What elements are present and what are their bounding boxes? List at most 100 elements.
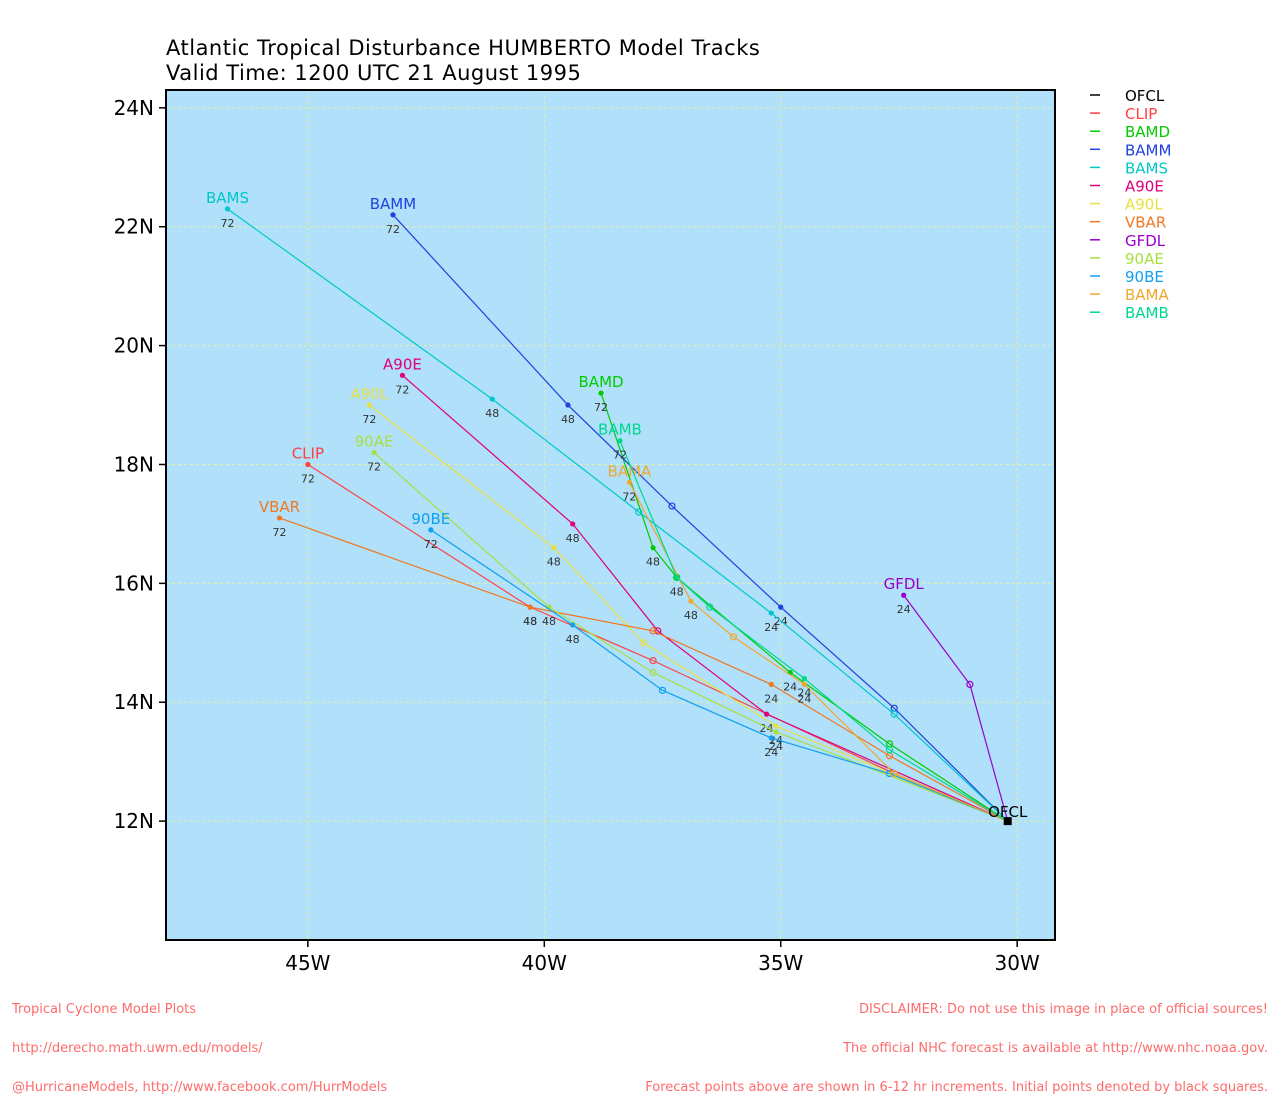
legend-entry-gfdl: GFDL: [1125, 232, 1166, 250]
y-tick-label: 14N: [114, 690, 154, 714]
legend-entry-clip: CLIP: [1125, 105, 1157, 123]
legend-entry-bamd: BAMD: [1125, 123, 1170, 141]
y-tick-label: 18N: [114, 452, 154, 476]
track-end-label: BAMB: [598, 421, 642, 439]
track-point: [570, 622, 576, 628]
track-point: [305, 461, 311, 468]
y-tick-label: 20N: [114, 334, 154, 358]
track-90be: 24 48 72 90BE: [411, 510, 1008, 822]
y-tick-label: 24N: [114, 96, 154, 120]
plot-frame: [165, 89, 1056, 941]
disclaimer-line-2: The official NHC forecast is available a…: [843, 1041, 1268, 1056]
initial-point-square: [1003, 817, 1012, 826]
track-point: [598, 390, 604, 396]
forecast-hour-label: 72: [622, 490, 636, 503]
forecast-hour-label: 48: [547, 556, 561, 569]
forecast-hour-label: 24: [764, 692, 778, 705]
track-point: [763, 711, 770, 717]
track-line: [619, 440, 1009, 822]
track-point: [674, 574, 680, 581]
track-line: [430, 529, 1008, 822]
forecast-hour-label: 24: [764, 746, 778, 759]
forecast-hour-label: 24: [797, 692, 811, 705]
track-point: [224, 206, 231, 212]
track-end-label: GFDL: [884, 575, 925, 593]
track-point: [768, 610, 774, 616]
track-end-label: A90E: [383, 355, 422, 373]
track-point: [768, 735, 774, 741]
track-point: [801, 681, 807, 688]
track-point: [773, 723, 779, 729]
track-end-label: BAMM: [370, 195, 416, 213]
track-point: [654, 627, 662, 635]
legend-entry-ofcl: OFCL: [1125, 87, 1165, 105]
track-point: [366, 402, 372, 408]
forecast-hour-label: 72: [362, 413, 376, 426]
track-point: [399, 372, 406, 378]
forecast-hour-label: 48: [670, 585, 684, 598]
track-end-label: 90AE: [355, 433, 394, 451]
forecast-hour-label: 24: [797, 686, 811, 699]
x-tick-label: 35W: [758, 951, 803, 975]
track-point: [778, 604, 784, 610]
forecast-hour-label: 72: [386, 223, 400, 236]
forecast-hour-label: 48: [566, 633, 580, 646]
track-point: [527, 604, 533, 610]
chart-title: Atlantic Tropical Disturbance HUMBERTO M…: [166, 36, 761, 60]
chart-subtitle: Valid Time: 1200 UTC 21 August 1995: [166, 61, 582, 85]
track-line: [279, 517, 1009, 822]
x-tick-label: 30W: [995, 951, 1040, 975]
legend-entry-bams: BAMS: [1125, 159, 1168, 177]
track-point: [551, 545, 557, 551]
x-tick-label: 45W: [285, 951, 330, 975]
footer-left-line-2[interactable]: http://derecho.math.uwm.edu/models/: [12, 1041, 263, 1056]
track-line: [368, 404, 1008, 822]
legend-entry-a90e: A90E: [1125, 178, 1164, 196]
track-gfdl: 24 GFDL: [884, 575, 1009, 822]
track-bams: 24 48 72 BAMS: [206, 189, 1009, 822]
track-point: [428, 527, 434, 533]
track-point: [626, 479, 633, 485]
legend-entry-bama: BAMA: [1125, 286, 1169, 304]
track-bamb: 24 48 72 BAMB: [598, 421, 1009, 822]
track-end-label: BAMS: [206, 189, 249, 207]
plot-background: [166, 90, 1055, 940]
track-point: [773, 729, 779, 735]
forecast-hour-label: 72: [367, 461, 381, 474]
track-line: [402, 374, 1008, 822]
track-point: [668, 502, 676, 510]
footer-left: Tropical Cyclone Model Plots http://dere…: [12, 977, 387, 1107]
forecast-hour-label: 72: [613, 449, 627, 462]
forecast-hour-label: 72: [220, 217, 234, 230]
forecast-hour-label: 72: [301, 472, 315, 485]
track-point: [885, 746, 894, 754]
track-point: [650, 545, 656, 551]
legend-entry-vbar: VBAR: [1125, 214, 1166, 232]
forecast-hour-label: 24: [769, 740, 783, 753]
legend-entry-90ae: 90AE: [1125, 250, 1164, 268]
track-point: [890, 710, 898, 718]
track-vbar: 24 48 72 VBAR: [259, 498, 1009, 822]
track-point: [688, 598, 694, 604]
footer-left-line-3[interactable]: @HurricaneModels, http://www.facebook.co…: [12, 1080, 388, 1095]
track-line: [227, 208, 1009, 822]
track-line: [392, 214, 1009, 822]
legend-entry-bamb: BAMB: [1125, 304, 1169, 322]
track-a90l: 24 48 72 A90L: [350, 385, 1008, 822]
forecast-hour-label: 48: [566, 532, 580, 545]
track-point: [489, 396, 495, 402]
forecast-hour-label: 24: [897, 603, 911, 616]
track-line: [373, 452, 1008, 822]
track-line: [903, 594, 1009, 822]
track-point: [706, 603, 714, 611]
disclaimer-line-1: DISCLAIMER: Do not use this image in pla…: [858, 1002, 1268, 1017]
legend: OFCLCLIPBAMDBAMMBAMSA90EA90LVBARGFDL90AE…: [1090, 87, 1171, 322]
track-end-label: VBAR: [259, 498, 300, 516]
track-point: [885, 769, 894, 778]
forecast-hour-label: 48: [684, 609, 698, 622]
forecast-hour-label: 72: [272, 526, 286, 539]
track-chart: 45W 40W 35W 30W 12N 14N 16N 18N 20N 22N 24N 48 72 CLI…: [114, 87, 1172, 975]
track-end-label: A90L: [350, 385, 388, 403]
forecast-hour-label: 48: [542, 615, 556, 628]
x-tick-label: 40W: [522, 951, 567, 975]
